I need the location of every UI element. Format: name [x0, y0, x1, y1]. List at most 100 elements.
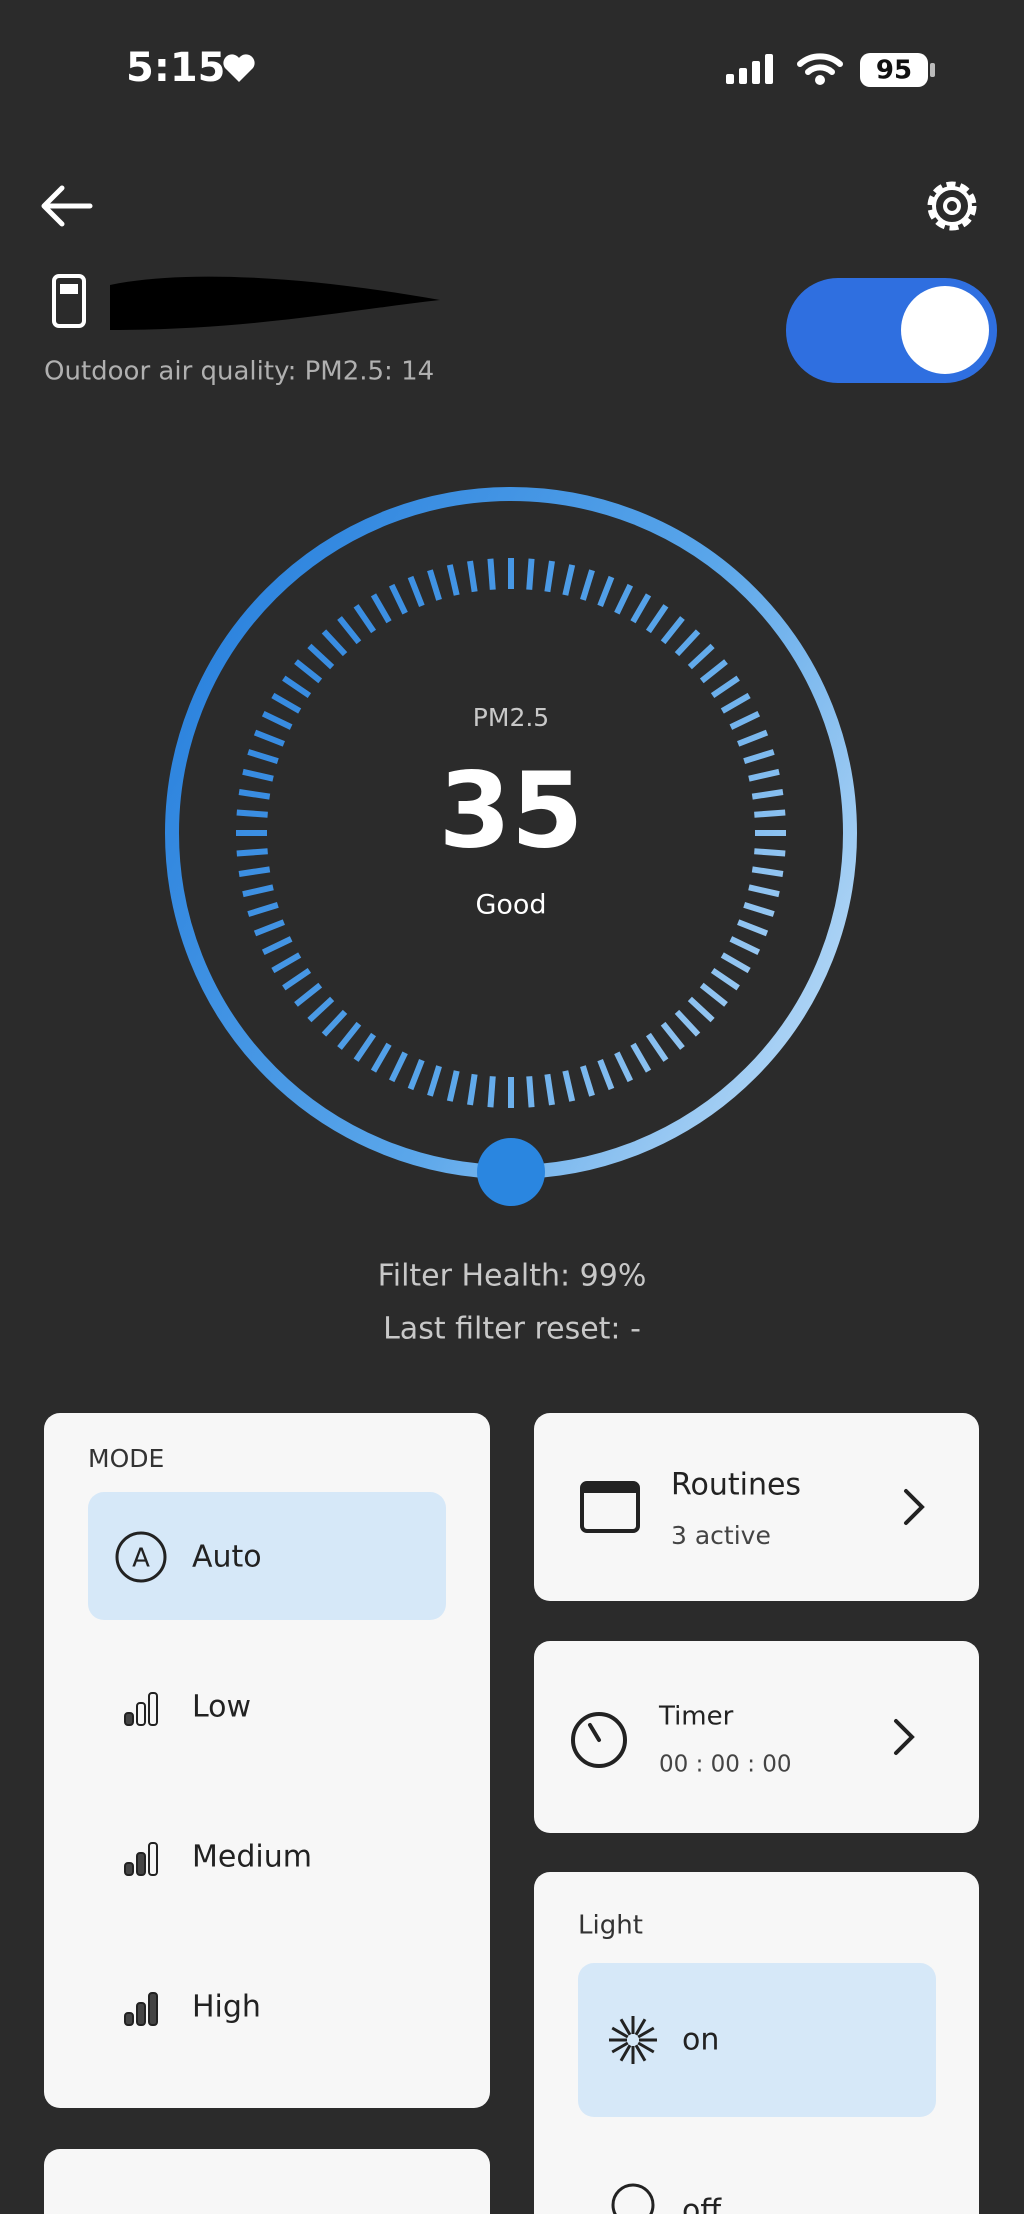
auto-icon	[115, 1531, 167, 1583]
timer-time: 00 : 00 : 00	[659, 1752, 792, 1778]
gauge-tick	[353, 604, 377, 634]
chevron	[904, 1489, 925, 1525]
mode-option[interactable]: High	[192, 1990, 261, 2025]
sun-ray	[634, 2044, 647, 2062]
gauge-tick	[645, 1032, 669, 1062]
gauge-tick	[580, 1065, 595, 1097]
gauge-tick	[294, 659, 323, 684]
gauge-tick	[720, 692, 751, 714]
gauge-tick	[710, 675, 740, 699]
mode-option[interactable]: Low	[192, 1690, 251, 1725]
sun-ray	[619, 2044, 632, 2062]
timer-title: Timer	[658, 1702, 734, 1732]
timer-card[interactable]	[534, 1641, 979, 1833]
sun-ray	[611, 2041, 629, 2054]
gauge-tick	[645, 604, 669, 634]
gauge-tick	[720, 952, 751, 974]
light-selected[interactable]	[578, 1963, 936, 2117]
mode-option[interactable]: Auto	[192, 1540, 262, 1575]
gauge-tick	[247, 902, 279, 917]
gauge-tick	[674, 629, 701, 657]
timer-icon	[571, 1712, 627, 1768]
back-button[interactable]	[41, 185, 93, 227]
gauge-tick	[238, 866, 271, 877]
gauge-tick	[660, 1021, 685, 1050]
filter-reset: Last filter reset: -	[383, 1312, 641, 1347]
gauge-tick	[294, 982, 323, 1007]
gauge-tick	[687, 643, 715, 670]
gauge-tick	[544, 560, 555, 593]
fan-bar	[124, 1862, 134, 1876]
gauge-tick	[699, 982, 728, 1007]
mode-title: MODE	[88, 1444, 164, 1473]
gauge-tick	[271, 692, 302, 714]
gauge-tick	[282, 675, 312, 699]
heart-icon	[223, 54, 255, 82]
sun-ray	[637, 2026, 655, 2039]
gauge-status: Good	[475, 890, 546, 921]
gauge-tick	[337, 616, 362, 645]
chevron	[894, 1719, 915, 1755]
gauge-tick	[271, 952, 302, 974]
routines-card[interactable]	[534, 1413, 979, 1601]
gauge-tick	[614, 583, 634, 615]
gauge-tick	[307, 996, 335, 1023]
sun-ray	[634, 2018, 647, 2036]
gauge-tick	[754, 848, 786, 857]
gauge-tick	[597, 575, 615, 607]
calendar-icon-top	[582, 1483, 638, 1493]
gauge-tick	[353, 1032, 377, 1062]
gauge-tick	[236, 848, 268, 857]
toggle-knob	[901, 286, 989, 374]
gauge-tick	[388, 583, 408, 615]
mode-selected[interactable]	[88, 1492, 446, 1620]
gauge-tick	[614, 1051, 634, 1083]
gauge-tick	[446, 564, 460, 596]
gauge-tick	[467, 560, 478, 593]
gauge-tick	[699, 659, 728, 684]
fan-bar	[148, 1842, 158, 1876]
gauge-tick	[544, 1073, 555, 1106]
fan-bar	[136, 1852, 146, 1876]
gauge-tick	[407, 1059, 425, 1091]
gauge-tick	[321, 629, 348, 657]
gauge-tick	[261, 936, 293, 956]
gauge-tick	[307, 643, 335, 670]
gauge-value: 35	[439, 749, 584, 871]
gauge-tick	[630, 1042, 652, 1073]
gauge-tick	[751, 789, 784, 800]
gauge-tick	[427, 1065, 442, 1097]
gauge-tick	[242, 884, 274, 898]
filter-health: Filter Health: 99%	[378, 1259, 647, 1294]
light-option[interactable]: on	[682, 2023, 719, 2058]
routines-subtitle: 3 active	[671, 1521, 771, 1550]
gauge-tick	[751, 866, 784, 877]
settings-button[interactable]	[927, 181, 977, 231]
routines-title: Routines	[671, 1468, 801, 1503]
gauge-tick	[370, 1042, 392, 1073]
gauge-tick	[337, 1021, 362, 1050]
light-option[interactable]: off	[682, 2194, 722, 2214]
gauge-tick	[580, 569, 595, 601]
gauge-tick	[407, 575, 425, 607]
gauge-tick	[427, 569, 442, 601]
fan-icons	[124, 1692, 158, 2026]
device-icon-screen	[60, 284, 78, 294]
gauge-knob[interactable]	[477, 1138, 545, 1206]
gauge-tick	[743, 902, 775, 917]
outdoor-quality: Outdoor air quality: PM2.5: 14	[44, 357, 434, 387]
gauge-tick	[562, 564, 576, 596]
redacted-name	[110, 276, 440, 330]
mode-option[interactable]: Medium	[192, 1840, 312, 1875]
gauge-tick	[729, 936, 761, 956]
gauge-tick	[729, 710, 761, 730]
sun-ray	[619, 2018, 632, 2036]
fan-bar	[148, 1992, 158, 2026]
fan-bar	[136, 2002, 146, 2026]
gauge-tick	[674, 1009, 701, 1037]
gauge-tick	[737, 919, 769, 937]
gauge-tick	[321, 1009, 348, 1037]
fan-bar	[136, 1702, 146, 1726]
gauge-tick	[261, 710, 293, 730]
